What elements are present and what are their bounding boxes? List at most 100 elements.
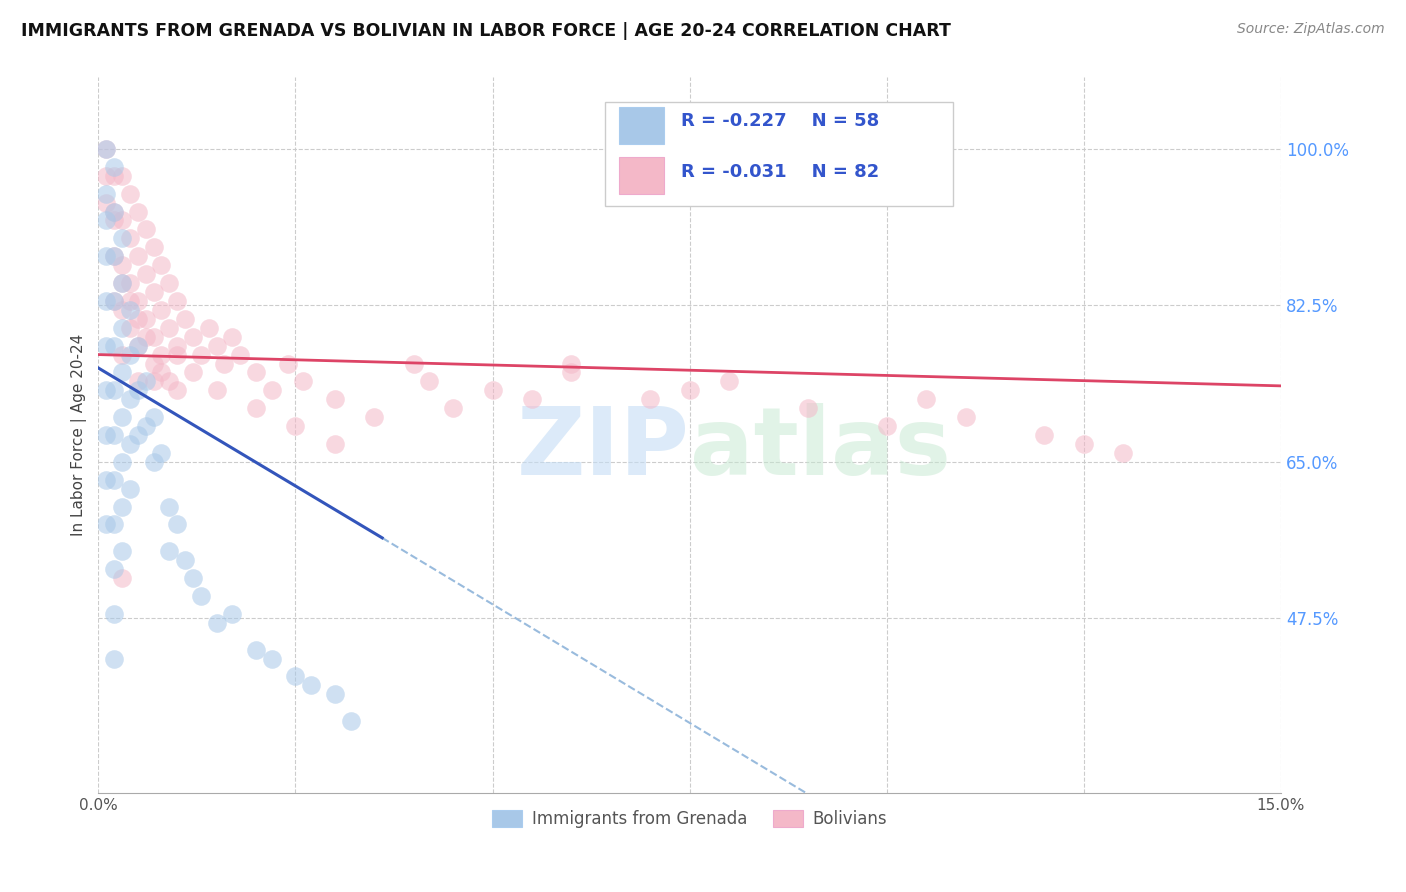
Point bbox=[679, 384, 702, 398]
Point bbox=[181, 571, 204, 585]
Point bbox=[111, 302, 134, 317]
Point bbox=[118, 276, 141, 290]
Point bbox=[174, 311, 197, 326]
Point bbox=[245, 366, 267, 380]
Point bbox=[96, 169, 118, 183]
Point bbox=[135, 311, 157, 326]
Point bbox=[363, 410, 385, 425]
Point bbox=[166, 348, 188, 362]
Point bbox=[103, 169, 125, 183]
Point bbox=[103, 293, 125, 308]
Point bbox=[135, 267, 157, 281]
Point bbox=[441, 401, 464, 416]
Point bbox=[118, 392, 141, 407]
Point bbox=[157, 276, 180, 290]
Point bbox=[150, 348, 173, 362]
Point bbox=[127, 428, 149, 442]
Point bbox=[111, 366, 134, 380]
Text: R = -0.031    N = 82: R = -0.031 N = 82 bbox=[682, 163, 880, 181]
Point bbox=[111, 410, 134, 425]
Point bbox=[135, 329, 157, 343]
Text: Source: ZipAtlas.com: Source: ZipAtlas.com bbox=[1237, 22, 1385, 37]
Point bbox=[111, 276, 134, 290]
Point bbox=[157, 500, 180, 514]
Point bbox=[142, 240, 165, 254]
Point bbox=[284, 669, 307, 683]
Point bbox=[214, 357, 236, 371]
Point bbox=[96, 213, 118, 227]
Point bbox=[127, 293, 149, 308]
Point bbox=[111, 169, 134, 183]
Point bbox=[103, 293, 125, 308]
Point bbox=[127, 249, 149, 263]
Point bbox=[135, 222, 157, 236]
Point bbox=[111, 455, 134, 469]
Point bbox=[190, 589, 212, 603]
Point bbox=[96, 517, 118, 532]
Point bbox=[96, 293, 118, 308]
Point bbox=[260, 384, 283, 398]
Text: IMMIGRANTS FROM GRENADA VS BOLIVIAN IN LABOR FORCE | AGE 20-24 CORRELATION CHART: IMMIGRANTS FROM GRENADA VS BOLIVIAN IN L… bbox=[21, 22, 950, 40]
Point bbox=[323, 392, 346, 407]
Point bbox=[955, 410, 977, 425]
Point bbox=[118, 320, 141, 334]
Point bbox=[103, 249, 125, 263]
Point bbox=[111, 258, 134, 272]
Point bbox=[111, 348, 134, 362]
Point bbox=[96, 473, 118, 487]
Point bbox=[111, 500, 134, 514]
Point bbox=[142, 410, 165, 425]
Point bbox=[142, 357, 165, 371]
Point bbox=[205, 384, 228, 398]
Point bbox=[197, 320, 219, 334]
Point bbox=[103, 160, 125, 174]
Point bbox=[96, 428, 118, 442]
Point bbox=[174, 553, 197, 567]
Point bbox=[277, 357, 299, 371]
Point bbox=[142, 285, 165, 299]
Point bbox=[103, 651, 125, 665]
Point bbox=[221, 329, 243, 343]
Point bbox=[190, 348, 212, 362]
Point bbox=[260, 651, 283, 665]
Point bbox=[150, 302, 173, 317]
Point bbox=[118, 302, 141, 317]
Point bbox=[118, 482, 141, 496]
Point bbox=[797, 401, 820, 416]
Point bbox=[181, 366, 204, 380]
Point bbox=[418, 375, 440, 389]
FancyBboxPatch shape bbox=[619, 157, 664, 194]
Point bbox=[103, 473, 125, 487]
Point bbox=[181, 329, 204, 343]
Point bbox=[299, 678, 322, 692]
Point bbox=[111, 231, 134, 245]
Point bbox=[96, 142, 118, 156]
Point bbox=[103, 204, 125, 219]
Point bbox=[157, 320, 180, 334]
Point bbox=[205, 338, 228, 352]
Point bbox=[520, 392, 543, 407]
Y-axis label: In Labor Force | Age 20-24: In Labor Force | Age 20-24 bbox=[72, 334, 87, 536]
Point bbox=[127, 338, 149, 352]
Point bbox=[111, 276, 134, 290]
Point bbox=[127, 375, 149, 389]
Point bbox=[339, 714, 361, 728]
Point bbox=[127, 384, 149, 398]
Text: atlas: atlas bbox=[690, 403, 950, 495]
Point bbox=[205, 615, 228, 630]
Point bbox=[150, 366, 173, 380]
Point bbox=[127, 311, 149, 326]
Point bbox=[229, 348, 252, 362]
Point bbox=[96, 384, 118, 398]
Point bbox=[150, 258, 173, 272]
Point bbox=[135, 419, 157, 434]
Point bbox=[166, 338, 188, 352]
Point bbox=[103, 204, 125, 219]
Text: ZIP: ZIP bbox=[517, 403, 690, 495]
Point bbox=[103, 607, 125, 621]
Point bbox=[96, 186, 118, 201]
Point bbox=[157, 375, 180, 389]
Point bbox=[166, 384, 188, 398]
Point bbox=[118, 293, 141, 308]
Point bbox=[221, 607, 243, 621]
